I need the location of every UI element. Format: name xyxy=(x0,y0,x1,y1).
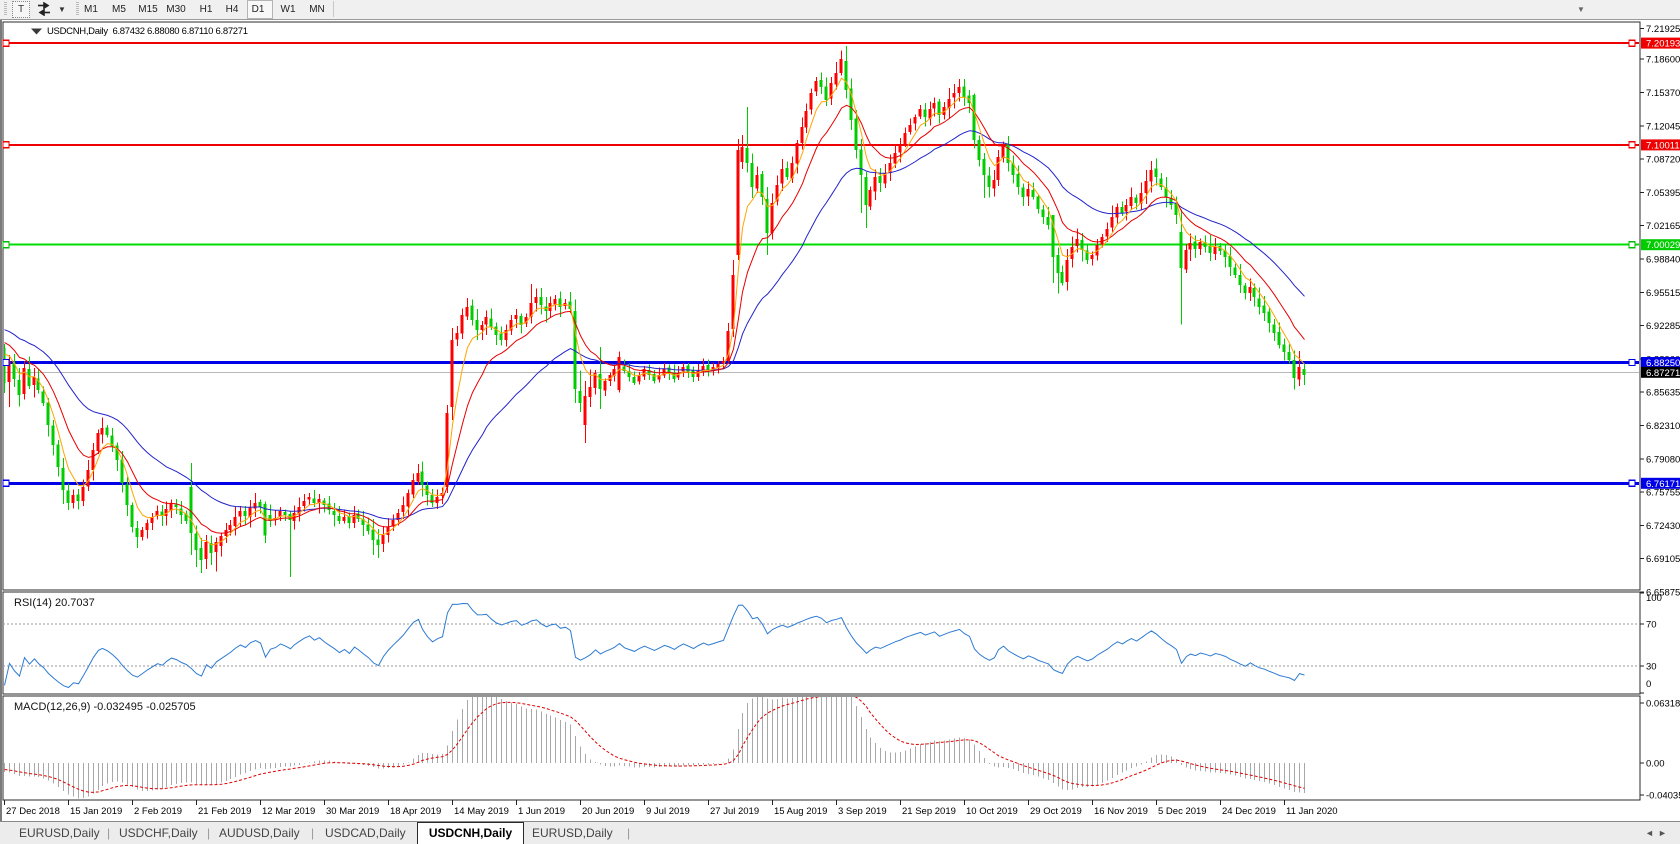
svg-text:MACD(12,26,9) -0.032495 -0.025: MACD(12,26,9) -0.032495 -0.025705 xyxy=(14,701,196,713)
svg-text:6.85635: 6.85635 xyxy=(1646,388,1680,399)
svg-text:6.75755: 6.75755 xyxy=(1646,488,1680,499)
svg-text:7.08720: 7.08720 xyxy=(1646,155,1680,166)
svg-text:6.65875: 6.65875 xyxy=(1646,588,1680,599)
svg-text:6.95515: 6.95515 xyxy=(1646,288,1680,299)
svg-text:27 Dec 2018: 27 Dec 2018 xyxy=(6,806,60,817)
svg-text:1 Jun 2019: 1 Jun 2019 xyxy=(518,806,565,817)
svg-text:7.05395: 7.05395 xyxy=(1646,188,1680,199)
svg-text:RSI(14) 20.7037: RSI(14) 20.7037 xyxy=(14,597,95,609)
svg-text:0.00: 0.00 xyxy=(1646,759,1665,770)
svg-text:0.063184: 0.063184 xyxy=(1646,699,1680,710)
svg-text:6.98840: 6.98840 xyxy=(1646,255,1680,266)
svg-text:6.82310: 6.82310 xyxy=(1646,421,1680,432)
svg-text:7.12045: 7.12045 xyxy=(1646,121,1680,132)
svg-text:30 Mar 2019: 30 Mar 2019 xyxy=(326,806,379,817)
svg-text:0: 0 xyxy=(1646,679,1651,690)
svg-text:29 Oct 2019: 29 Oct 2019 xyxy=(1030,806,1082,817)
svg-text:7.15370: 7.15370 xyxy=(1646,88,1680,99)
svg-text:10 Oct 2019: 10 Oct 2019 xyxy=(966,806,1018,817)
svg-text:5 Dec 2019: 5 Dec 2019 xyxy=(1158,806,1207,817)
svg-text:7.02165: 7.02165 xyxy=(1646,221,1680,232)
svg-text:11 Jan 2020: 11 Jan 2020 xyxy=(1286,806,1338,817)
svg-text:27 Jul 2019: 27 Jul 2019 xyxy=(710,806,759,817)
svg-text:2 Feb 2019: 2 Feb 2019 xyxy=(134,806,182,817)
svg-text:20 Jun 2019: 20 Jun 2019 xyxy=(582,806,634,817)
svg-text:30: 30 xyxy=(1646,662,1657,673)
svg-text:9 Jul 2019: 9 Jul 2019 xyxy=(646,806,690,817)
svg-text:18 Apr 2019: 18 Apr 2019 xyxy=(390,806,441,817)
svg-text:70: 70 xyxy=(1646,620,1657,631)
svg-text:7.18600: 7.18600 xyxy=(1646,55,1680,66)
svg-text:7.21925: 7.21925 xyxy=(1646,24,1680,35)
svg-text:USDCNH,Daily 6.87432 6.88080: USDCNH,Daily 6.87432 6.88080 6.87110 6.8… xyxy=(47,26,248,37)
svg-text:21 Feb 2019: 21 Feb 2019 xyxy=(198,806,251,817)
svg-text:6.79080: 6.79080 xyxy=(1646,454,1680,465)
svg-text:15 Aug 2019: 15 Aug 2019 xyxy=(774,806,827,817)
svg-text:15 Jan 2019: 15 Jan 2019 xyxy=(70,806,122,817)
svg-text:21 Sep 2019: 21 Sep 2019 xyxy=(902,806,956,817)
svg-text:16 Nov 2019: 16 Nov 2019 xyxy=(1094,806,1148,817)
svg-text:6.92285: 6.92285 xyxy=(1646,321,1680,332)
svg-text:100: 100 xyxy=(1646,593,1662,604)
svg-text:7.20193: 7.20193 xyxy=(1646,39,1680,50)
svg-text:12 Mar 2019: 12 Mar 2019 xyxy=(262,806,315,817)
svg-text:-0.040354: -0.040354 xyxy=(1646,791,1680,802)
svg-text:7.00029: 7.00029 xyxy=(1646,240,1680,251)
svg-text:6.72430: 6.72430 xyxy=(1646,521,1680,532)
svg-text:7.10011: 7.10011 xyxy=(1646,140,1680,151)
svg-text:3 Sep 2019: 3 Sep 2019 xyxy=(838,806,887,817)
svg-text:6.87271: 6.87271 xyxy=(1646,368,1680,379)
svg-text:6.69105: 6.69105 xyxy=(1646,554,1680,565)
svg-text:6.88250: 6.88250 xyxy=(1646,358,1680,369)
svg-text:14 May 2019: 14 May 2019 xyxy=(454,806,509,817)
svg-text:6.76171: 6.76171 xyxy=(1646,479,1680,490)
svg-text:24 Dec 2019: 24 Dec 2019 xyxy=(1222,806,1276,817)
